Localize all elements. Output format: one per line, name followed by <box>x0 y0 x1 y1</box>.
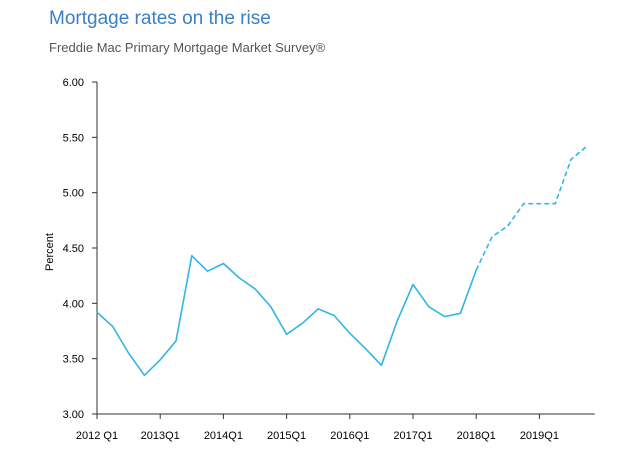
x-tick-label: 2017Q1 <box>393 430 432 442</box>
x-tick-label: 2015Q1 <box>267 430 306 442</box>
x-tick-label: 2019Q1 <box>520 430 559 442</box>
x-tick-label: 2013Q1 <box>141 430 180 442</box>
x-axis: 2012 Q1 2013Q1 2014Q1 2015Q1 2016Q1 2017Q1 201… <box>76 413 595 442</box>
y-tick-label: 4.00 <box>63 298 84 310</box>
y-tick-label: 3.00 <box>63 409 84 421</box>
x-tick-label: 2018Q1 <box>457 430 496 442</box>
x-tick-label: 2014Q1 <box>204 430 243 442</box>
y-tick-label: 3.50 <box>63 354 84 366</box>
chart-title: Mortgage rates on the rise <box>49 8 271 29</box>
x-tick-label: 2012 Q1 <box>76 430 118 442</box>
series-line-actual <box>96 254 477 377</box>
y-tick-label: 6.00 <box>63 77 84 89</box>
chart-subtitle: Freddie Mac Primary Mortgage Market Surv… <box>49 40 326 55</box>
y-axis-title: Percent <box>44 233 56 271</box>
y-tick-label: 5.00 <box>63 188 84 200</box>
x-tick-label: 2016Q1 <box>330 430 369 442</box>
series-group <box>96 145 588 377</box>
y-tick-label: 5.50 <box>63 132 84 144</box>
y-axis: 3.00 3.50 4.00 4.50 5.00 5.50 6.00 <box>63 77 98 421</box>
y-tick-label: 4.50 <box>63 243 84 255</box>
series-line-forecast <box>475 145 588 271</box>
